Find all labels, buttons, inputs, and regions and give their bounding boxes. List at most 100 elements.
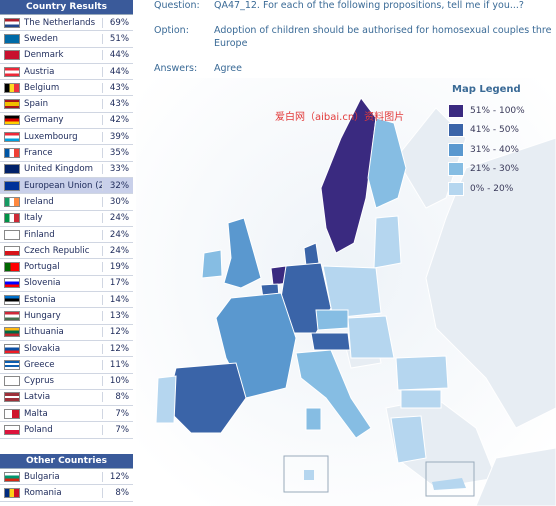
table-row[interactable]: Portugal 19% xyxy=(0,259,133,276)
country-name: Cyprus xyxy=(24,376,54,387)
greece-flag-icon xyxy=(4,359,20,370)
watermark-text: 爱白网（aibai.cn）资料图片 xyxy=(275,112,405,123)
table-row[interactable]: Denmark 44% xyxy=(0,47,133,64)
czech-region xyxy=(315,309,349,331)
austria-flag-icon xyxy=(4,66,20,77)
table-row[interactable]: Austria 44% xyxy=(0,63,133,81)
sweden-region xyxy=(320,97,377,254)
uk-region xyxy=(223,217,262,289)
slovakia-flag-icon xyxy=(4,343,20,354)
italy-region xyxy=(295,349,372,439)
country-percentage: 19% xyxy=(102,262,133,273)
table-row[interactable]: Greece 11% xyxy=(0,357,133,374)
poland-flag-icon xyxy=(4,425,20,436)
legend-label: 21% - 30% xyxy=(470,164,519,175)
greece-region xyxy=(390,415,427,464)
table-row[interactable]: Romania 8% xyxy=(0,485,133,502)
country-name: Austria xyxy=(24,66,55,77)
country-percentage: 30% xyxy=(102,196,133,207)
table-row[interactable]: France 35% xyxy=(0,145,133,162)
table-row[interactable]: Ireland 30% xyxy=(0,194,133,211)
table-row[interactable]: Malta 7% xyxy=(0,406,133,423)
malta-flag-icon xyxy=(4,408,20,419)
country-name: Spain xyxy=(24,99,49,110)
bulgaria-region xyxy=(400,389,442,409)
country-percentage: 51% xyxy=(102,33,133,44)
cyprus-inset xyxy=(425,461,475,497)
romania-flag-icon xyxy=(4,487,20,498)
country-name: Poland xyxy=(24,425,53,436)
sweden-flag-icon xyxy=(4,33,20,44)
country-name: Hungary xyxy=(24,310,61,321)
eu-flag-icon xyxy=(4,180,20,191)
table-row[interactable]: European Union (25)32% xyxy=(0,177,133,195)
country-name: Denmark xyxy=(24,50,64,61)
table-row[interactable]: The Netherlands 69% xyxy=(0,15,133,32)
country-name: Ireland xyxy=(24,196,54,207)
country-percentage: 7% xyxy=(102,408,133,419)
country-name: Belgium xyxy=(24,82,60,93)
table-row[interactable]: Slovenia 17% xyxy=(0,275,133,293)
country-percentage: 35% xyxy=(102,148,133,159)
country-percentage: 24% xyxy=(102,229,133,240)
finland-region xyxy=(367,117,407,209)
country-name: Italy xyxy=(24,213,43,224)
table-row[interactable]: Spain 43% xyxy=(0,96,133,113)
ireland-flag-icon xyxy=(4,196,20,207)
hungary-flag-icon xyxy=(4,310,20,321)
table-row[interactable]: Bulgaria 12% xyxy=(0,469,133,486)
turkey-region xyxy=(475,447,556,506)
table-row[interactable]: Germany 42% xyxy=(0,112,133,130)
option-label: Option: xyxy=(154,25,189,36)
country-name: Luxembourg xyxy=(24,131,78,142)
country-name: France xyxy=(24,148,53,159)
country-percentage: 44% xyxy=(102,50,133,61)
legend-item: 31% - 40% xyxy=(448,140,556,160)
country-percentage: 44% xyxy=(102,66,133,77)
ireland-region xyxy=(201,249,223,279)
country-percentage: 43% xyxy=(102,82,133,93)
table-row[interactable]: Sweden 51% xyxy=(0,31,133,48)
table-row[interactable]: Latvia 8% xyxy=(0,389,133,407)
table-row[interactable]: Estonia 14% xyxy=(0,292,133,309)
question-text: QA47_12. For each of the following propo… xyxy=(214,0,524,11)
country-percentage: 24% xyxy=(102,213,133,224)
table-row[interactable]: Italy 24% xyxy=(0,210,133,227)
legend-label: 31% - 40% xyxy=(470,144,519,155)
country-name: Malta xyxy=(24,408,48,419)
table-row[interactable]: Hungary 13% xyxy=(0,308,133,325)
country-name: Germany xyxy=(24,115,64,126)
table-row[interactable]: Belgium 43% xyxy=(0,80,133,97)
slovenia-flag-icon xyxy=(4,278,20,289)
austria-region xyxy=(310,332,351,351)
germany-flag-icon xyxy=(4,115,20,126)
uk-flag-icon xyxy=(4,164,20,175)
cyprus-flag-icon xyxy=(4,376,20,387)
table-row[interactable]: Lithuania 12% xyxy=(0,324,133,341)
table-row[interactable]: Czech Republic 24% xyxy=(0,243,133,260)
table-row[interactable]: Slovakia 12% xyxy=(0,340,133,358)
cyprus-inset-island xyxy=(432,478,466,490)
country-name: Lithuania xyxy=(24,327,64,338)
legend-item: 51% - 100% xyxy=(448,101,556,121)
denmark-flag-icon xyxy=(4,50,20,61)
table-row[interactable]: United Kingdom 33% xyxy=(0,161,133,178)
country-name: Greece xyxy=(24,359,55,370)
country-percentage: 10% xyxy=(102,376,133,387)
question-label: Question: xyxy=(154,0,200,11)
option-text-line2: Europe xyxy=(214,38,248,49)
table-row[interactable]: Finland 24% xyxy=(0,226,133,244)
country-name: Romania xyxy=(24,487,62,498)
left-panel: Country Results The Netherlands 69% Sweden… xyxy=(0,0,134,506)
table-row[interactable]: Cyprus 10% xyxy=(0,373,133,390)
table-row[interactable]: Luxembourg 39% xyxy=(0,129,133,146)
country-name: Slovenia xyxy=(24,278,61,289)
table-row[interactable]: Poland 7% xyxy=(0,422,133,439)
country-percentage: 14% xyxy=(102,294,133,305)
legend-label: 41% - 50% xyxy=(470,125,519,136)
country-name: Latvia xyxy=(24,392,51,403)
malta-inset xyxy=(283,455,329,493)
country-percentage: 42% xyxy=(102,115,133,126)
country-percentage: 12% xyxy=(102,343,133,354)
portugal-region xyxy=(155,375,177,424)
